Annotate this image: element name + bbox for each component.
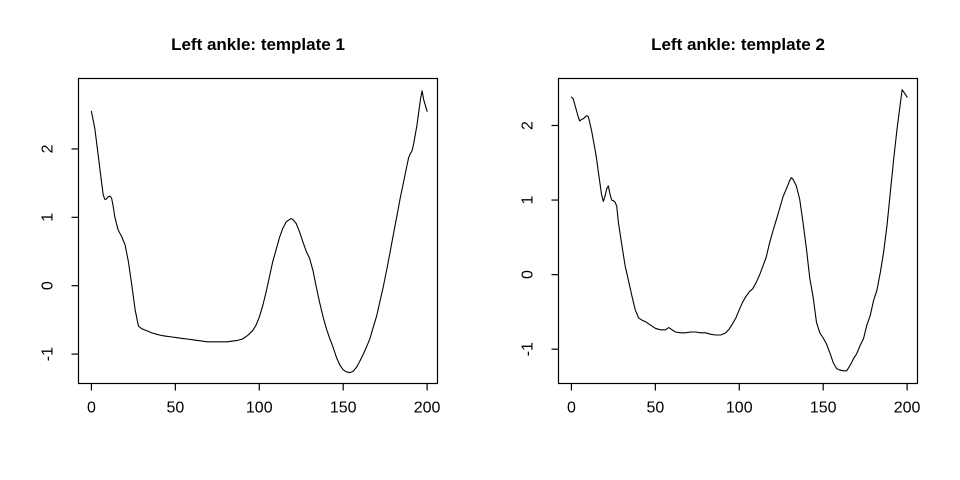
chart-panel-right: Left ankle: template 2 0 50 100 150 200 -1 0 1 2 — [480, 0, 960, 480]
plot-box — [557, 77, 919, 385]
x-tick-label: 200 — [414, 400, 441, 417]
chart-title-right: Left ankle: template 2 — [651, 35, 825, 54]
y-tick-label: 1 — [520, 196, 537, 205]
x-tick-label: 0 — [567, 400, 576, 417]
x-tick-label: 100 — [246, 400, 273, 417]
line-chart-left: Left ankle: template 1 0 50 100 150 200 -1 0 1 2 — [40, 35, 441, 417]
x-tick-label: 50 — [646, 400, 664, 417]
chart-panel-left: Left ankle: template 1 0 50 100 150 200 -1 0 1 2 — [40, 35, 441, 417]
plot-box — [77, 77, 439, 385]
x-tick-label: 50 — [166, 400, 184, 417]
y-tick-label: 1 — [40, 213, 57, 222]
x-tick-label: 0 — [87, 400, 96, 417]
y-tick-label: 0 — [520, 270, 537, 279]
y-tick-label: 2 — [40, 144, 57, 153]
line-chart-right: Left ankle: template 2 0 50 100 150 200 -1 0 1 2 — [520, 35, 921, 417]
y-tick-label: -1 — [40, 347, 57, 361]
y-tick-label: 2 — [520, 121, 537, 130]
x-tick-label: 100 — [726, 400, 753, 417]
y-tick-label: 0 — [40, 281, 57, 290]
chart-title-left: Left ankle: template 1 — [171, 35, 345, 54]
x-tick-label: 200 — [894, 400, 921, 417]
x-tick-label: 150 — [330, 400, 357, 417]
data-line — [90, 90, 428, 374]
x-tick-label: 150 — [810, 400, 837, 417]
y-tick-label: -1 — [520, 342, 537, 356]
data-line — [570, 89, 908, 372]
